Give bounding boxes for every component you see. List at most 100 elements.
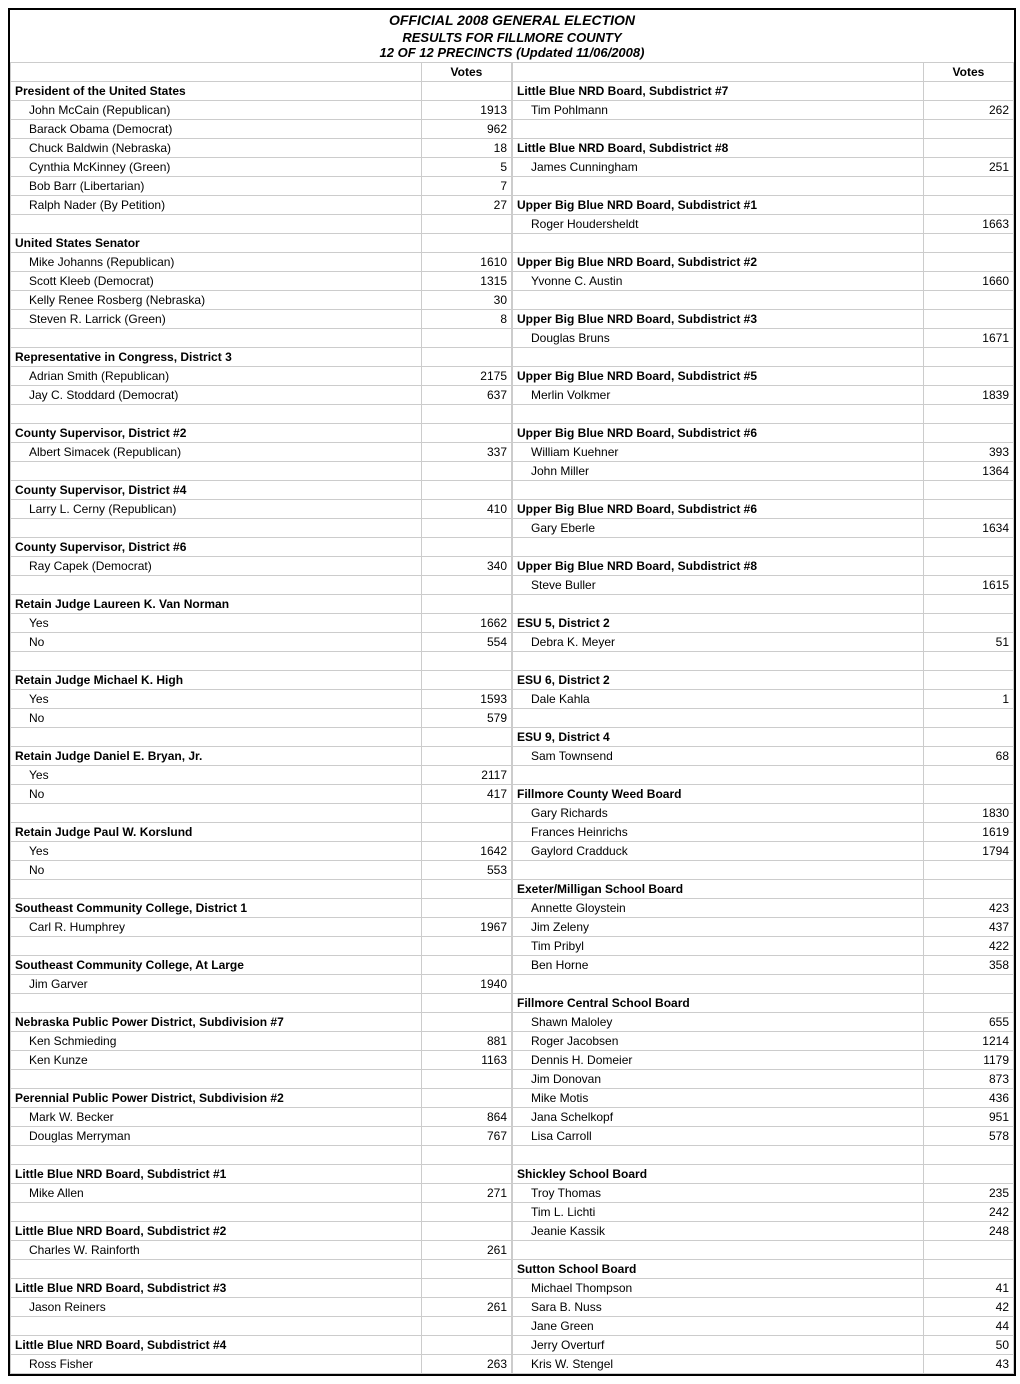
table-row: Gary Eberle1634	[513, 519, 1014, 538]
table-row: Fillmore Central School Board	[513, 994, 1014, 1013]
section-header-votes	[421, 747, 511, 766]
candidate-label: Dennis H. Domeier	[513, 1051, 924, 1070]
candidate-label: Jane Green	[513, 1317, 924, 1336]
section-header: United States Senator	[11, 234, 422, 253]
right-column: VotesLittle Blue NRD Board, Subdistrict …	[512, 62, 1014, 1374]
blank-cell	[923, 709, 1013, 728]
candidate-votes: 2117	[421, 766, 511, 785]
table-row: Jay C. Stoddard (Democrat)637	[11, 386, 512, 405]
candidate-label: Shawn Maloley	[513, 1013, 924, 1032]
table-row: Retain Judge Michael K. High	[11, 671, 512, 690]
candidate-votes: 436	[923, 1089, 1013, 1108]
table-row: Ben Horne358	[513, 956, 1014, 975]
table-row: Gary Richards1830	[513, 804, 1014, 823]
blank-cell	[421, 1203, 511, 1222]
candidate-votes: 1315	[421, 272, 511, 291]
page-subtitle: RESULTS FOR FILLMORE COUNTY	[10, 30, 1014, 45]
blank-cell	[11, 405, 422, 424]
blank-cell	[421, 652, 511, 671]
candidate-label: Mike Allen	[11, 1184, 422, 1203]
blank-cell	[11, 519, 422, 538]
candidate-votes: 340	[421, 557, 511, 576]
table-row: Jim Garver1940	[11, 975, 512, 994]
candidate-label: Troy Thomas	[513, 1184, 924, 1203]
candidate-label: Jim Garver	[11, 975, 422, 994]
candidate-votes: 1839	[923, 386, 1013, 405]
candidate-votes: 637	[421, 386, 511, 405]
blank-cell	[421, 880, 511, 899]
table-row	[513, 766, 1014, 785]
candidate-label: Jim Donovan	[513, 1070, 924, 1089]
section-header: Upper Big Blue NRD Board, Subdistrict #6	[513, 424, 924, 443]
blank-cell	[421, 804, 511, 823]
page-title: OFFICIAL 2008 GENERAL ELECTION	[10, 10, 1014, 30]
blank-cell	[923, 595, 1013, 614]
candidate-votes: 1913	[421, 101, 511, 120]
candidate-votes: 1163	[421, 1051, 511, 1070]
candidate-votes: 437	[923, 918, 1013, 937]
candidate-label: Gaylord Cradduck	[513, 842, 924, 861]
table-row: Perennial Public Power District, Subdivi…	[11, 1089, 512, 1108]
left-table: VotesPresident of the United StatesJohn …	[10, 62, 512, 1374]
candidate-votes: 251	[923, 158, 1013, 177]
section-header-votes	[923, 1260, 1013, 1279]
candidate-label: Yes	[11, 842, 422, 861]
blank-cell	[513, 766, 924, 785]
candidate-label: Sara B. Nuss	[513, 1298, 924, 1317]
table-row: Shickley School Board	[513, 1165, 1014, 1184]
blank-cell	[923, 766, 1013, 785]
table-row	[11, 1146, 512, 1165]
section-header: Little Blue NRD Board, Subdistrict #4	[11, 1336, 422, 1355]
section-header: Southeast Community College, At Large	[11, 956, 422, 975]
table-row: John Miller1364	[513, 462, 1014, 481]
candidate-votes: 242	[923, 1203, 1013, 1222]
candidate-votes: 1660	[923, 272, 1013, 291]
blank-cell	[513, 595, 924, 614]
table-row: County Supervisor, District #2	[11, 424, 512, 443]
candidate-votes: 7	[421, 177, 511, 196]
candidate-label: Frances Heinrichs	[513, 823, 924, 842]
blank-cell	[923, 120, 1013, 139]
table-row: Southeast Community College, At Large	[11, 956, 512, 975]
section-header-votes	[923, 994, 1013, 1013]
section-header: Little Blue NRD Board, Subdistrict #7	[513, 82, 924, 101]
blank-cell	[421, 728, 511, 747]
table-row: Tim Pohlmann262	[513, 101, 1014, 120]
section-header: Upper Big Blue NRD Board, Subdistrict #8	[513, 557, 924, 576]
table-row: Yes1593	[11, 690, 512, 709]
section-header-votes	[923, 557, 1013, 576]
candidate-label: Cynthia McKinney (Green)	[11, 158, 422, 177]
section-header-votes	[421, 1222, 511, 1241]
table-row: Shawn Maloley655	[513, 1013, 1014, 1032]
blank-cell	[513, 861, 924, 880]
section-header: County Supervisor, District #4	[11, 481, 422, 500]
section-header: Little Blue NRD Board, Subdistrict #8	[513, 139, 924, 158]
table-row	[11, 804, 512, 823]
section-header: Upper Big Blue NRD Board, Subdistrict #2	[513, 253, 924, 272]
candidate-votes: 1593	[421, 690, 511, 709]
candidate-label: Tim L. Lichti	[513, 1203, 924, 1222]
candidate-label: Debra K. Meyer	[513, 633, 924, 652]
section-header-votes	[923, 139, 1013, 158]
table-row	[11, 329, 512, 348]
candidate-label: John Miller	[513, 462, 924, 481]
blank-cell	[11, 1317, 422, 1336]
table-row: Jason Reiners261	[11, 1298, 512, 1317]
candidate-votes: 864	[421, 1108, 511, 1127]
section-header-votes	[421, 538, 511, 557]
table-row: Ken Kunze1163	[11, 1051, 512, 1070]
blank-cell	[513, 120, 924, 139]
candidate-votes: 5	[421, 158, 511, 177]
blank-cell	[11, 329, 422, 348]
table-row: Scott Kleeb (Democrat)1315	[11, 272, 512, 291]
blank-cell	[421, 576, 511, 595]
candidate-label: Jerry Overturf	[513, 1336, 924, 1355]
table-row: Larry L. Cerny (Republican)410	[11, 500, 512, 519]
table-row	[513, 120, 1014, 139]
blank-cell	[923, 481, 1013, 500]
candidate-votes: 767	[421, 1127, 511, 1146]
candidate-votes: 358	[923, 956, 1013, 975]
section-header-votes	[923, 671, 1013, 690]
candidate-votes: 962	[421, 120, 511, 139]
table-row: Upper Big Blue NRD Board, Subdistrict #1	[513, 196, 1014, 215]
